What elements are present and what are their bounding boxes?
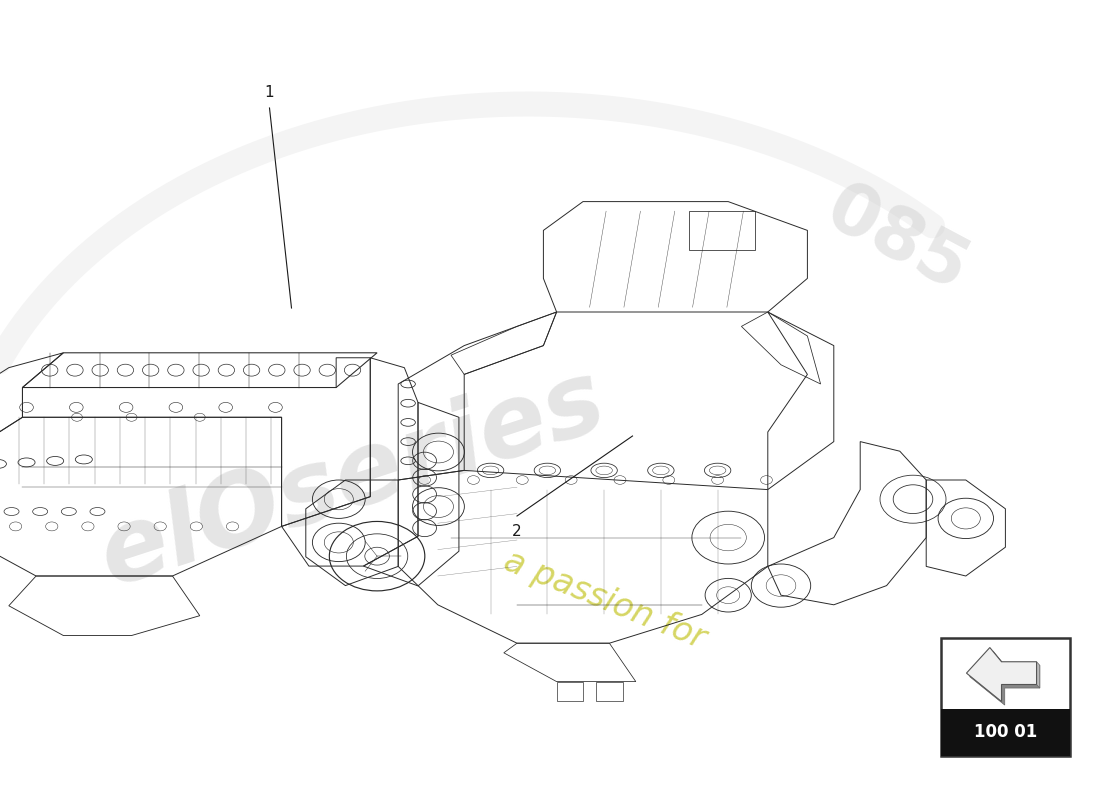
- Polygon shape: [967, 647, 1036, 702]
- FancyBboxPatch shape: [940, 638, 1070, 756]
- Polygon shape: [1036, 662, 1040, 688]
- Text: a passion for: a passion for: [499, 545, 711, 655]
- Text: 1: 1: [264, 85, 274, 100]
- Text: 085: 085: [814, 174, 979, 306]
- Polygon shape: [970, 651, 1040, 705]
- Bar: [940, 709, 1070, 756]
- Text: elOseries: elOseries: [87, 353, 617, 607]
- Text: 100 01: 100 01: [974, 723, 1037, 742]
- Text: 2: 2: [512, 524, 521, 539]
